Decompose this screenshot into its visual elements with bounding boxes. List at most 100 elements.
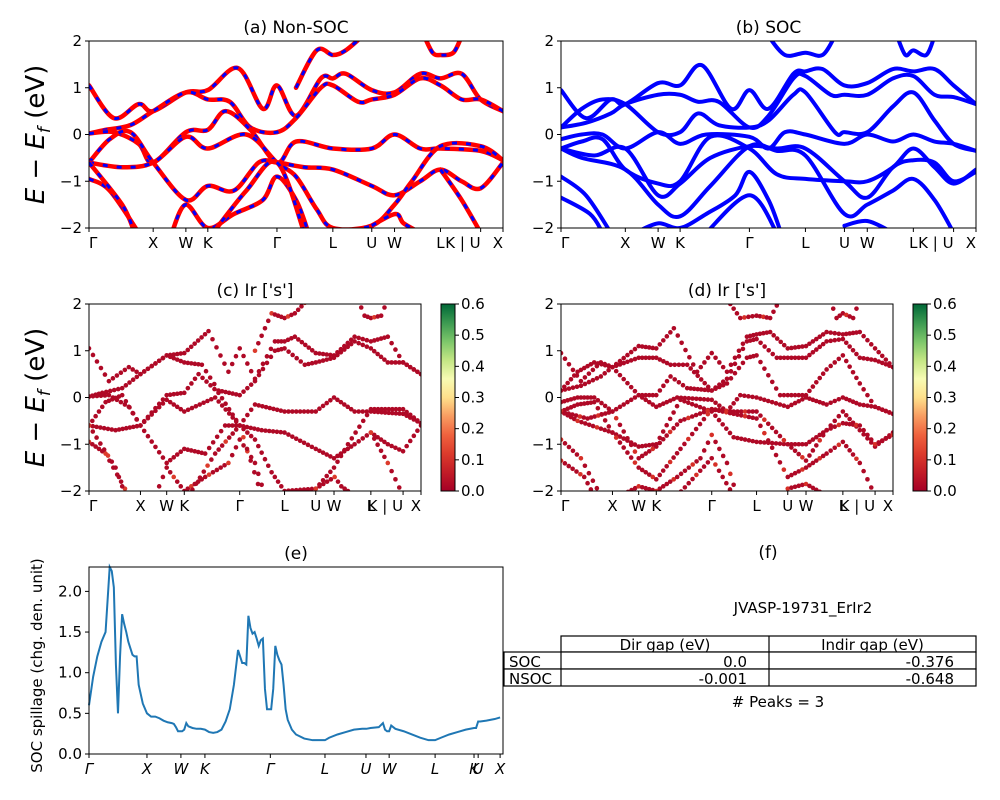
data-point	[364, 412, 370, 418]
data-point	[590, 367, 596, 373]
data-point	[807, 352, 812, 358]
data-point	[821, 491, 826, 496]
data-point	[857, 427, 863, 433]
data-point	[145, 366, 151, 372]
data-point	[731, 411, 736, 417]
data-point	[562, 441, 568, 446]
data-point	[698, 455, 703, 461]
data-point	[602, 427, 608, 433]
y-tick-label: −1	[60, 435, 82, 453]
band-line	[708, 193, 777, 228]
data-point	[205, 463, 210, 468]
data-point	[693, 412, 699, 418]
data-point	[754, 439, 759, 445]
data-point	[713, 386, 718, 392]
data-point	[160, 455, 166, 460]
data-point	[678, 471, 684, 477]
data-point	[653, 477, 659, 482]
data-point	[828, 363, 833, 369]
band-line	[561, 195, 603, 228]
x-tick-label: W	[173, 760, 189, 778]
bands	[561, 41, 976, 228]
data-point	[592, 493, 597, 498]
table-cell-dir-gap: 0.0	[723, 653, 747, 671]
data-point	[664, 399, 670, 405]
data-point	[260, 366, 266, 372]
data-point	[865, 432, 870, 438]
data-point	[216, 399, 221, 404]
data-point	[758, 359, 763, 365]
data-point	[705, 384, 711, 390]
data-point	[622, 492, 627, 497]
data-point	[324, 452, 330, 457]
data-point	[579, 419, 584, 425]
y-tick-label: 1	[544, 79, 554, 97]
colorbar-tick-label: 0.6	[461, 295, 485, 313]
data-point	[586, 379, 592, 385]
data-point	[781, 403, 787, 408]
data-point	[701, 448, 707, 453]
data-point	[674, 403, 680, 409]
data-point	[728, 362, 734, 368]
data-point	[737, 392, 743, 398]
data-point	[777, 460, 783, 465]
x-tick-label: U	[782, 497, 793, 515]
data-point	[750, 438, 756, 444]
data-point	[824, 427, 829, 433]
data-point	[404, 413, 409, 419]
data-point	[167, 392, 173, 397]
x-tick-label: Γ	[561, 234, 570, 252]
data-point	[267, 405, 273, 411]
x-tick-label: K	[651, 497, 662, 515]
x-tick-label: L	[752, 497, 761, 515]
data-point	[110, 376, 116, 381]
data-point	[193, 481, 199, 486]
data-point	[320, 358, 326, 363]
data-point	[371, 314, 377, 320]
data-point	[674, 395, 680, 400]
data-point	[582, 375, 588, 380]
data-point	[590, 478, 596, 484]
data-point	[123, 398, 129, 404]
data-point	[603, 411, 608, 416]
data-point	[90, 352, 96, 358]
x-tick-label: W	[651, 234, 666, 252]
data-point	[720, 474, 725, 480]
data-point	[746, 414, 752, 420]
data-point	[758, 340, 763, 346]
data-point	[767, 329, 773, 335]
data-point	[292, 334, 298, 340]
data-point	[840, 439, 846, 445]
data-point	[650, 446, 656, 452]
data-point	[118, 370, 124, 376]
data-point	[796, 392, 802, 398]
data-point	[248, 433, 254, 439]
y-tick-label: 1	[544, 342, 554, 360]
data-point	[289, 312, 294, 318]
data-point	[127, 380, 132, 385]
data-point	[865, 403, 870, 408]
y-tick-label: −2	[532, 482, 554, 500]
data-point	[122, 367, 128, 373]
data-point	[676, 362, 682, 368]
data-point	[664, 360, 670, 366]
band-line	[561, 174, 611, 228]
data-point	[832, 398, 838, 404]
data-point	[282, 430, 287, 435]
data-point	[210, 470, 216, 475]
data-point	[324, 352, 330, 357]
data-point	[105, 453, 111, 458]
colorbar-tick-label: 0.1	[933, 451, 957, 469]
data-point	[847, 421, 852, 427]
data-point	[646, 399, 652, 405]
data-point	[785, 486, 791, 491]
data-point	[197, 475, 203, 480]
x-tick-label: W	[631, 497, 646, 515]
data-point	[868, 357, 874, 362]
data-point	[650, 474, 656, 480]
data-point	[229, 452, 235, 458]
data-point	[660, 401, 666, 407]
data-point	[331, 455, 337, 461]
